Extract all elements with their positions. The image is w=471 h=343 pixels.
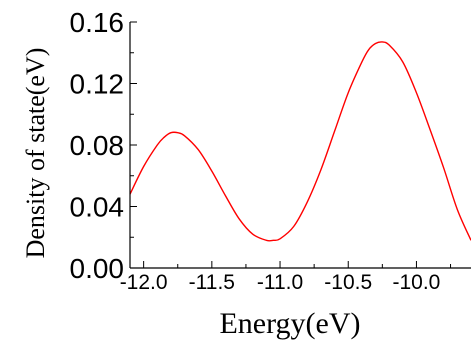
y-tick-label: 0.12 (70, 69, 125, 100)
y-tick-label: 0.08 (70, 130, 125, 161)
x-tick-label: -10.0 (393, 271, 441, 294)
y-tick-labels: 0.00 0.04 0.08 0.12 0.16 (70, 7, 125, 284)
y-axis-title: Density of state(eV) (21, 48, 50, 259)
x-axis-title: Energy(eV) (219, 307, 360, 340)
series-layer (129, 41, 471, 242)
x-tick-label: -11.0 (257, 271, 303, 294)
y-tick-label: 0.04 (70, 192, 125, 223)
x-tick-label: -12.0 (120, 271, 168, 294)
x-tick-label: -11.5 (189, 271, 235, 294)
x-tick-labels: -12.0 -11.5 -11.0 -10.5 -10.0 (120, 271, 441, 294)
y-tick-label: 0.16 (70, 7, 125, 38)
dos-series-line (129, 41, 471, 242)
major-ticks (130, 21, 417, 269)
x-tick-label: -10.5 (324, 271, 372, 294)
y-tick-label: 0.00 (70, 253, 125, 284)
minor-ticks (130, 52, 452, 268)
